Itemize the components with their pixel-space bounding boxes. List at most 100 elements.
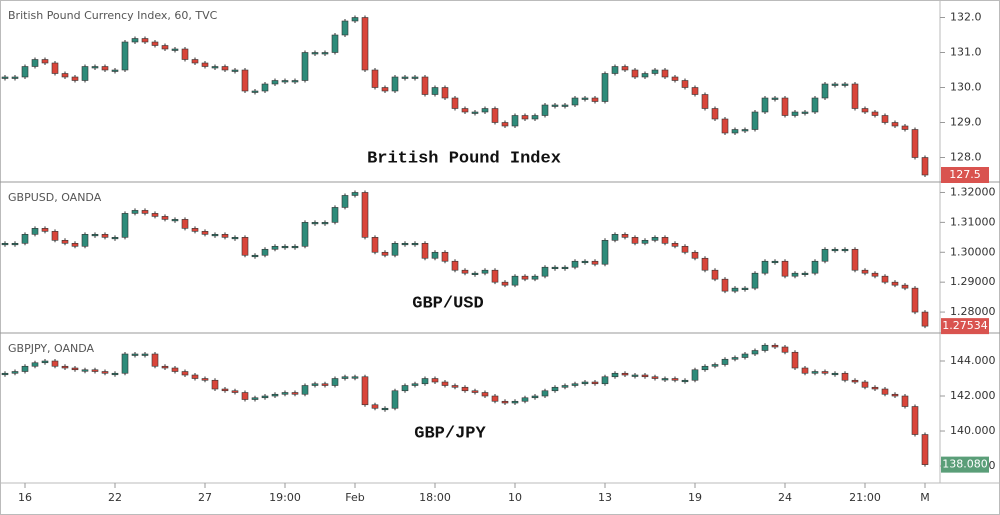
candle-body [541, 266, 549, 277]
candle-body [611, 372, 619, 378]
candle-body [281, 80, 289, 83]
x-tick-label: 27 [198, 491, 212, 504]
candle-body [311, 52, 319, 55]
candle-body [121, 353, 129, 374]
candle-body [361, 192, 369, 238]
candle-body [851, 248, 859, 271]
candle-body [401, 242, 409, 246]
candle-body [361, 17, 369, 71]
candle-body [571, 97, 579, 106]
candle-body [691, 369, 699, 381]
candle-body [61, 240, 69, 244]
candle-body [731, 129, 739, 134]
last-price-label: 127.5 [949, 168, 981, 181]
candle-body [151, 353, 159, 367]
candle-body [831, 83, 839, 86]
last-price-label: 1.27534 [942, 319, 988, 332]
candle-body [741, 287, 749, 290]
candle-body [281, 245, 289, 249]
candle-body [391, 242, 399, 256]
candle-body [441, 381, 449, 386]
candle-body [251, 254, 259, 258]
y-tick-label: 144.000 [950, 354, 996, 367]
candle-body [331, 378, 339, 386]
candle-body [381, 407, 389, 411]
y-tick-label: 1.32000 [950, 185, 996, 198]
candle-body [31, 362, 39, 367]
candle-body [601, 240, 609, 265]
candle-body [701, 365, 709, 371]
candle-body [341, 195, 349, 208]
candle-body [871, 386, 879, 390]
candle-body [321, 222, 329, 225]
candle-body [151, 213, 159, 217]
candle-body [471, 390, 479, 393]
pane-title: GBPUSD, OANDA [8, 191, 102, 204]
candle-body [161, 365, 169, 369]
candle-body [201, 62, 209, 67]
candle-body [1, 76, 9, 79]
candle-body [371, 237, 379, 253]
candle-body [641, 240, 649, 244]
candle-body [641, 374, 649, 378]
candle-body [141, 38, 149, 43]
candle-body [301, 52, 309, 81]
candle-body [91, 66, 99, 69]
candle-body [101, 66, 109, 71]
candle-body [321, 52, 329, 55]
candle-body [111, 69, 119, 72]
candle-body [421, 76, 429, 95]
candle-body [331, 207, 339, 223]
candle-body [151, 41, 159, 46]
pane-title: GBPJPY, OANDA [8, 342, 95, 355]
x-tick-label: 18:00 [419, 491, 451, 504]
last-price-label: 138.080 [942, 458, 988, 471]
x-tick-label: 13 [598, 491, 612, 504]
candle-body [21, 365, 29, 372]
candle-body [901, 395, 909, 407]
candle-body [511, 275, 519, 286]
candle-body [341, 20, 349, 36]
candle-body [501, 400, 509, 404]
candle-body [751, 350, 759, 355]
candle-body [211, 66, 219, 69]
candle-body [351, 376, 359, 379]
candle-body [161, 45, 169, 50]
candle-body [911, 406, 919, 435]
candle-body [161, 216, 169, 220]
candle-body [821, 83, 829, 99]
candle-body [211, 234, 219, 237]
candle-body [261, 83, 269, 92]
candle-body [101, 234, 109, 238]
candle-body [291, 80, 299, 83]
candle-body [61, 73, 69, 78]
candle-body [791, 111, 799, 116]
candle-body [201, 231, 209, 235]
candle-body [201, 378, 209, 381]
candle-body [671, 242, 679, 247]
candle-body [271, 80, 279, 85]
candle-body [591, 97, 599, 102]
candle-body [61, 365, 69, 369]
candle-body [461, 108, 469, 113]
last-price-box [941, 318, 989, 335]
candle-body [411, 383, 419, 386]
candle-body [51, 231, 59, 241]
candle-body [751, 272, 759, 289]
candle-body [91, 234, 99, 237]
candle-body [471, 272, 479, 275]
candle-body [381, 87, 389, 92]
candle-body [721, 358, 729, 365]
candle-body [241, 392, 249, 400]
candle-body [291, 245, 299, 249]
candle-body [581, 381, 589, 385]
candle-body [701, 94, 709, 109]
candle-body [441, 87, 449, 99]
candle-body [671, 76, 679, 81]
candle-body [801, 111, 809, 114]
candle-body [41, 360, 49, 364]
candle-body [231, 390, 239, 393]
candle-body [231, 237, 239, 240]
candle-body [571, 260, 579, 268]
candle-body [801, 367, 809, 374]
